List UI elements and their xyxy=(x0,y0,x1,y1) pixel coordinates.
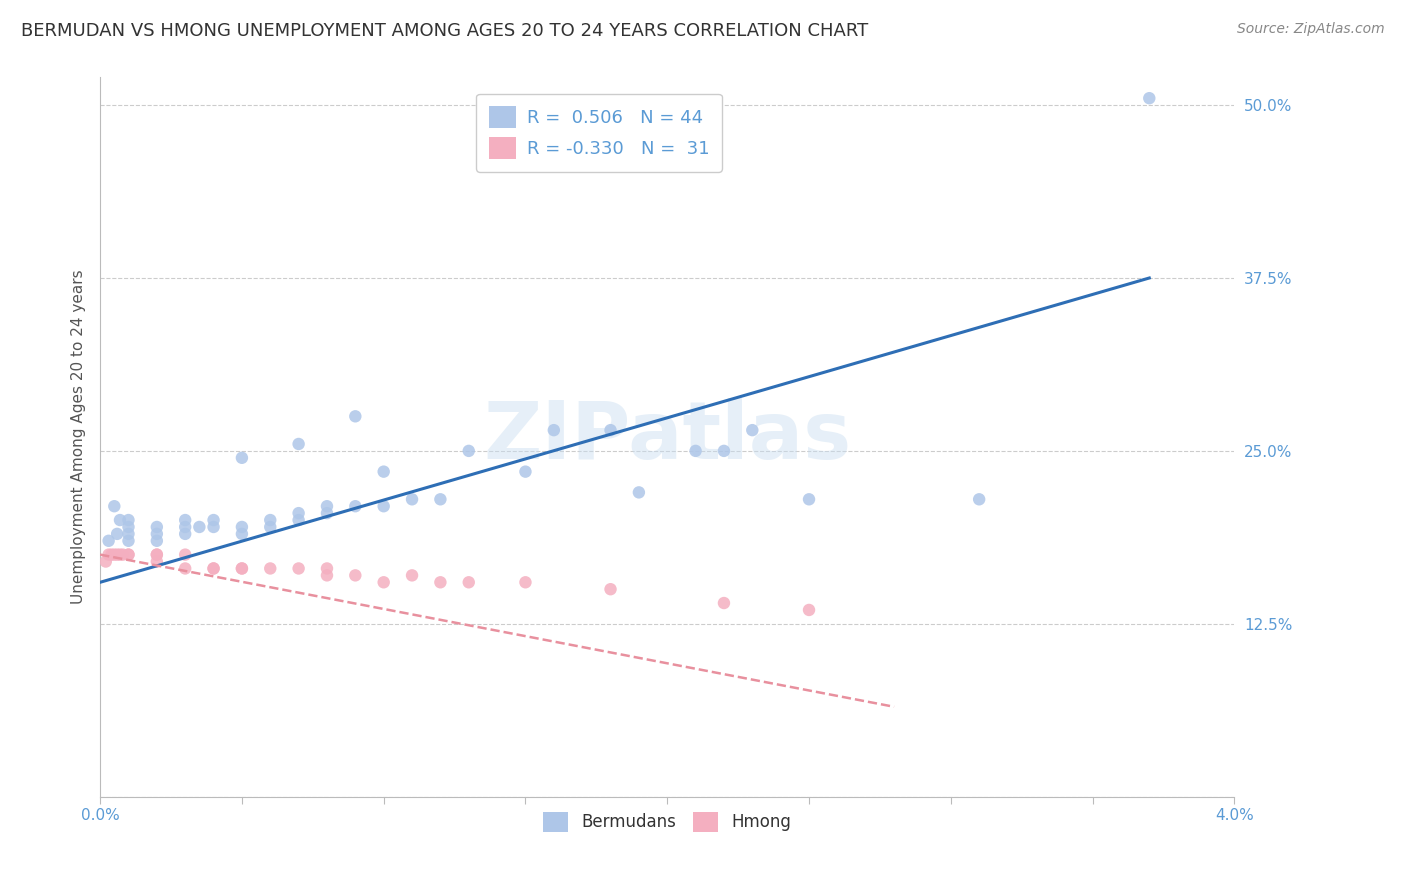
Point xyxy=(457,443,479,458)
Point xyxy=(188,520,211,534)
Point xyxy=(202,513,225,527)
Point xyxy=(231,561,253,575)
Point xyxy=(685,443,707,458)
Point xyxy=(287,561,309,575)
Point xyxy=(94,555,117,569)
Point xyxy=(373,465,395,479)
Point xyxy=(202,561,225,575)
Point xyxy=(117,513,139,527)
Point xyxy=(117,527,139,541)
Point xyxy=(231,520,253,534)
Point xyxy=(429,492,451,507)
Point xyxy=(117,533,139,548)
Point xyxy=(146,527,169,541)
Point xyxy=(174,513,197,527)
Point xyxy=(117,520,139,534)
Point xyxy=(316,568,339,582)
Point xyxy=(429,575,451,590)
Point xyxy=(231,527,253,541)
Point xyxy=(202,520,225,534)
Point xyxy=(316,506,339,520)
Point xyxy=(174,520,197,534)
Point xyxy=(373,500,395,514)
Point xyxy=(108,548,131,562)
Point xyxy=(515,575,537,590)
Point xyxy=(146,548,169,562)
Point xyxy=(797,603,820,617)
Point xyxy=(287,437,309,451)
Point xyxy=(344,500,367,514)
Point xyxy=(259,520,281,534)
Point xyxy=(1137,91,1160,105)
Legend: R =  0.506   N = 44, R = -0.330   N =  31: R = 0.506 N = 44, R = -0.330 N = 31 xyxy=(477,94,723,172)
Point xyxy=(401,568,423,582)
Point xyxy=(231,561,253,575)
Point xyxy=(103,500,125,514)
Point xyxy=(287,513,309,527)
Point xyxy=(344,409,367,424)
Point xyxy=(202,561,225,575)
Y-axis label: Unemployment Among Ages 20 to 24 years: Unemployment Among Ages 20 to 24 years xyxy=(72,269,86,605)
Point xyxy=(967,492,990,507)
Text: Source: ZipAtlas.com: Source: ZipAtlas.com xyxy=(1237,22,1385,37)
Point xyxy=(103,548,125,562)
Point xyxy=(97,533,120,548)
Point xyxy=(287,506,309,520)
Point xyxy=(259,513,281,527)
Point xyxy=(457,575,479,590)
Point xyxy=(231,450,253,465)
Point xyxy=(97,548,120,562)
Point xyxy=(797,492,820,507)
Point xyxy=(105,527,128,541)
Point xyxy=(344,568,367,582)
Point xyxy=(599,423,621,437)
Point xyxy=(100,548,122,562)
Text: BERMUDAN VS HMONG UNEMPLOYMENT AMONG AGES 20 TO 24 YEARS CORRELATION CHART: BERMUDAN VS HMONG UNEMPLOYMENT AMONG AGE… xyxy=(21,22,869,40)
Point xyxy=(627,485,650,500)
Point xyxy=(146,555,169,569)
Point xyxy=(316,500,339,514)
Point xyxy=(599,582,621,597)
Point xyxy=(174,548,197,562)
Point xyxy=(515,465,537,479)
Point xyxy=(373,575,395,590)
Point xyxy=(117,548,139,562)
Point xyxy=(174,527,197,541)
Point xyxy=(401,492,423,507)
Point xyxy=(713,443,735,458)
Point xyxy=(713,596,735,610)
Point xyxy=(741,423,763,437)
Point xyxy=(316,561,339,575)
Point xyxy=(111,548,134,562)
Point xyxy=(259,561,281,575)
Point xyxy=(105,548,128,562)
Point xyxy=(146,548,169,562)
Point xyxy=(146,533,169,548)
Point xyxy=(108,513,131,527)
Point xyxy=(174,561,197,575)
Point xyxy=(117,548,139,562)
Text: ZIPatlas: ZIPatlas xyxy=(484,398,852,476)
Point xyxy=(146,520,169,534)
Point xyxy=(543,423,565,437)
